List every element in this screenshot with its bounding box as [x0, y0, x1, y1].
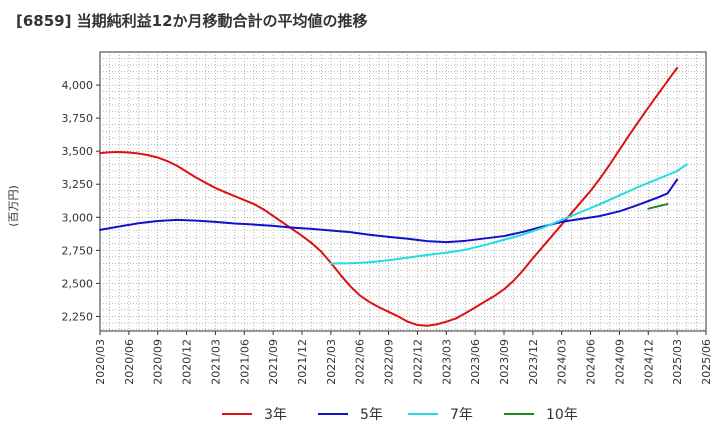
x-tick-label: 2021/12: [296, 339, 309, 385]
x-tick-label: 2022/09: [383, 339, 396, 385]
x-tick-label: 2022/03: [325, 339, 338, 385]
x-tick-label: 2020/03: [94, 339, 107, 385]
x-tick-label: 2020/06: [123, 339, 136, 385]
y-tick-label: 2,750: [62, 244, 94, 257]
plot-frame: [99, 51, 707, 332]
y-tick-label: 2,500: [62, 277, 94, 290]
series-line-5年: [99, 178, 679, 244]
legend-label: 3年: [264, 407, 287, 423]
y-tick-label: 3,750: [62, 112, 94, 125]
x-tick-label: 2023/06: [469, 339, 482, 385]
series-lines: [99, 66, 688, 327]
chart-title: [6859] 当期純利益12か月移動合計の平均値の推移: [16, 12, 368, 30]
x-tick-label: 2023/12: [527, 339, 540, 385]
y-axis-ticks: 2,250 2,500 2,750 3,000 3,250 3,500 3,750 4,000: [62, 79, 100, 323]
x-tick-label: 2025/03: [671, 339, 684, 385]
x-axis-ticks: 2020/03 2020/06 2020/09 2020/12 2021/03 2021/…: [94, 331, 713, 385]
x-tick-label: 2022/12: [411, 339, 424, 385]
grid-lines: [100, 52, 706, 331]
x-tick-label: 2023/09: [498, 339, 511, 385]
series-line-7年: [329, 163, 688, 265]
plot-area: [99, 51, 707, 332]
y-tick-label: 3,000: [62, 211, 94, 224]
x-tick-label: 2020/09: [152, 339, 165, 385]
series-line-3年: [99, 66, 679, 327]
x-tick-label: 2024/09: [613, 339, 626, 385]
x-tick-label: 2020/12: [181, 339, 194, 385]
x-tick-label: 2025/06: [700, 339, 713, 385]
x-tick-label: 2024/03: [556, 339, 569, 385]
x-tick-label: 2022/06: [354, 339, 367, 385]
x-tick-label: 2024/06: [585, 339, 598, 385]
x-tick-label: 2021/03: [209, 339, 222, 385]
y-tick-label: 3,250: [62, 178, 94, 191]
y-tick-label: 3,500: [62, 145, 94, 158]
legend: 3年 5年 7年 10年: [222, 407, 578, 423]
y-tick-label: 4,000: [62, 79, 94, 92]
x-tick-label: 2021/09: [267, 339, 280, 385]
legend-label: 5年: [360, 407, 383, 423]
x-tick-label: 2021/06: [238, 339, 251, 385]
legend-label: 10年: [546, 407, 578, 423]
x-tick-label: 2024/12: [642, 339, 655, 385]
series-line-10年: [647, 203, 669, 210]
x-tick-label: 2023/03: [440, 339, 453, 385]
y-tick-label: 2,250: [62, 310, 94, 323]
legend-label: 7年: [450, 407, 473, 423]
